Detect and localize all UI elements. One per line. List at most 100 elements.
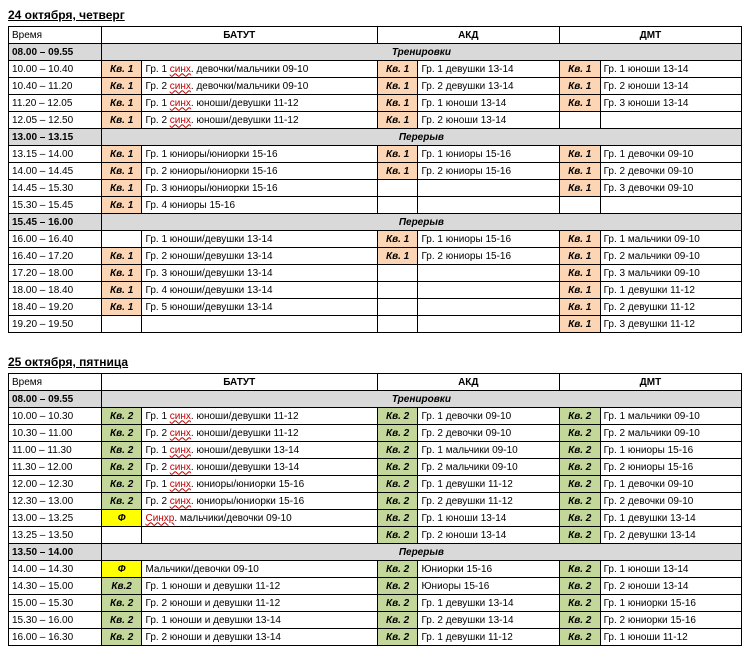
header-dmt: ДМТ	[559, 374, 741, 391]
batut-cell: Гр. 2 юноши и девушки 11-12	[142, 595, 377, 612]
kv-cell: Кв. 1	[101, 265, 142, 282]
band-time: 15.45 – 16.00	[9, 214, 102, 231]
kv-cell: Кв. 1	[559, 316, 600, 333]
schedule-root: 24 октября, четвергВремяБАТУТАКДДМТ08.00…	[8, 8, 742, 646]
kv-cell: Кв. 1	[101, 78, 142, 95]
dmt-cell: Гр. 2 юноши 13-14	[600, 78, 741, 95]
time-cell: 15.30 – 15.45	[9, 197, 102, 214]
kv-cell: Кв. 1	[559, 299, 600, 316]
band-time: 13.00 – 13.15	[9, 129, 102, 146]
kv-cell: Кв. 2	[101, 459, 142, 476]
kv-cell	[101, 231, 142, 248]
dmt-cell: Гр. 1 девушки 11-12	[600, 282, 741, 299]
kv-cell: Кв. 2	[101, 493, 142, 510]
dmt-cell: Гр. 2 юниоры 15-16	[600, 459, 741, 476]
time-cell: 13.25 – 13.50	[9, 527, 102, 544]
kv-cell: Кв. 1	[101, 146, 142, 163]
batut-cell: Гр. 2 юниоры/юниорки 15-16	[142, 163, 377, 180]
kv-cell: Кв. 2	[101, 629, 142, 646]
kv-cell: Кв. 2	[559, 459, 600, 476]
kv-cell: Кв. 1	[559, 61, 600, 78]
time-cell: 10.00 – 10.40	[9, 61, 102, 78]
batut-cell: Гр. 2 юноши и девушки 13-14	[142, 629, 377, 646]
kv-cell: Кв. 2	[377, 408, 418, 425]
kv-cell: Кв. 1	[377, 146, 418, 163]
time-cell: 12.30 – 13.00	[9, 493, 102, 510]
time-cell: 17.20 – 18.00	[9, 265, 102, 282]
time-cell: 11.20 – 12.05	[9, 95, 102, 112]
dmt-cell: Гр. 2 девочки 09-10	[600, 163, 741, 180]
kv-cell: Кв. 2	[377, 612, 418, 629]
kv-cell	[377, 282, 418, 299]
dmt-cell: Гр. 3 мальчики 09-10	[600, 265, 741, 282]
batut-cell: Гр. 3 юниоры/юниорки 15-16	[142, 180, 377, 197]
kv-cell: Кв. 1	[377, 248, 418, 265]
kv-cell	[377, 316, 418, 333]
kv-cell: Кв. 2	[101, 476, 142, 493]
akd-cell	[418, 316, 559, 333]
kv-cell	[377, 299, 418, 316]
band-time: 08.00 – 09.55	[9, 44, 102, 61]
akd-cell	[418, 282, 559, 299]
kv-cell: Кв. 2	[377, 629, 418, 646]
batut-cell: Гр. 3 юноши/девушки 13-14	[142, 265, 377, 282]
kv-cell	[559, 197, 600, 214]
time-cell: 14.00 – 14.45	[9, 163, 102, 180]
schedule-table: ВремяБАТУТАКДДМТ08.00 – 09.55Тренировки1…	[8, 26, 742, 333]
batut-cell: Гр. 4 юноши/девушки 13-14	[142, 282, 377, 299]
batut-cell: Гр. 4 юниоры 15-16	[142, 197, 377, 214]
kv-cell: Кв. 1	[377, 61, 418, 78]
kv-cell: Кв. 2	[101, 408, 142, 425]
kv-cell: Кв. 2	[377, 493, 418, 510]
akd-cell: Юниоры 15-16	[418, 578, 559, 595]
kv-cell: Кв. 2	[559, 476, 600, 493]
batut-cell: Гр. 2 синх. юноши/девушки 13-14	[142, 459, 377, 476]
dmt-cell: Гр. 3 юноши 13-14	[600, 95, 741, 112]
header-batut: БАТУТ	[101, 27, 377, 44]
kv-cell: Кв. 1	[559, 282, 600, 299]
time-cell: 14.45 – 15.30	[9, 180, 102, 197]
header-akd: АКД	[377, 374, 559, 391]
batut-cell: Гр. 1 синх. девочки/мальчики 09-10	[142, 61, 377, 78]
time-cell: 12.05 – 12.50	[9, 112, 102, 129]
dmt-cell: Гр. 1 юноши 13-14	[600, 561, 741, 578]
kv-cell: Кв. 2	[101, 442, 142, 459]
dmt-cell: Гр. 1 девочки 09-10	[600, 476, 741, 493]
band-time: 08.00 – 09.55	[9, 391, 102, 408]
dmt-cell: Гр. 3 девушки 11-12	[600, 316, 741, 333]
time-cell: 16.00 – 16.40	[9, 231, 102, 248]
kv-cell: Кв. 1	[559, 163, 600, 180]
dmt-cell	[600, 197, 741, 214]
batut-cell: Гр. 1 юноши и девушки 13-14	[142, 612, 377, 629]
batut-cell: Гр. 2 синх. юноши/девушки 11-12	[142, 425, 377, 442]
time-cell: 11.30 – 12.00	[9, 459, 102, 476]
kv-cell: Кв. 2	[377, 442, 418, 459]
akd-cell: Гр. 1 девушки 13-14	[418, 595, 559, 612]
kv-cell: Кв. 2	[377, 595, 418, 612]
akd-cell: Гр. 1 мальчики 09-10	[418, 442, 559, 459]
kv-cell: Кв. 2	[101, 425, 142, 442]
dmt-cell: Гр. 2 юниорки 15-16	[600, 612, 741, 629]
time-cell: 18.00 – 18.40	[9, 282, 102, 299]
schedule-table: ВремяБАТУТАКДДМТ08.00 – 09.55Тренировки1…	[8, 373, 742, 646]
dmt-cell: Гр. 2 мальчики 09-10	[600, 248, 741, 265]
kv-cell: Кв. 2	[101, 612, 142, 629]
batut-cell	[142, 316, 377, 333]
time-cell: 15.30 – 16.00	[9, 612, 102, 629]
batut-cell: Гр. 1 синх. юниоры/юниорки 15-16	[142, 476, 377, 493]
batut-cell: Гр. 2 синх. девочки/мальчики 09-10	[142, 78, 377, 95]
time-cell: 10.00 – 10.30	[9, 408, 102, 425]
kv-cell: Кв. 1	[101, 282, 142, 299]
kv-cell: Ф	[101, 561, 142, 578]
dmt-cell: Гр. 1 мальчики 09-10	[600, 408, 741, 425]
kv-cell: Кв. 2	[559, 510, 600, 527]
kv-cell: Кв. 2	[559, 578, 600, 595]
kv-cell: Кв. 1	[101, 61, 142, 78]
batut-cell	[142, 527, 377, 544]
batut-cell: Гр. 2 синх. юниоры/юниорки 15-16	[142, 493, 377, 510]
kv-cell: Кв. 1	[559, 231, 600, 248]
akd-cell: Гр. 2 юниоры 15-16	[418, 163, 559, 180]
kv-cell: Кв. 2	[559, 425, 600, 442]
akd-cell: Гр. 1 юниоры 15-16	[418, 231, 559, 248]
kv-cell: Кв. 1	[101, 180, 142, 197]
